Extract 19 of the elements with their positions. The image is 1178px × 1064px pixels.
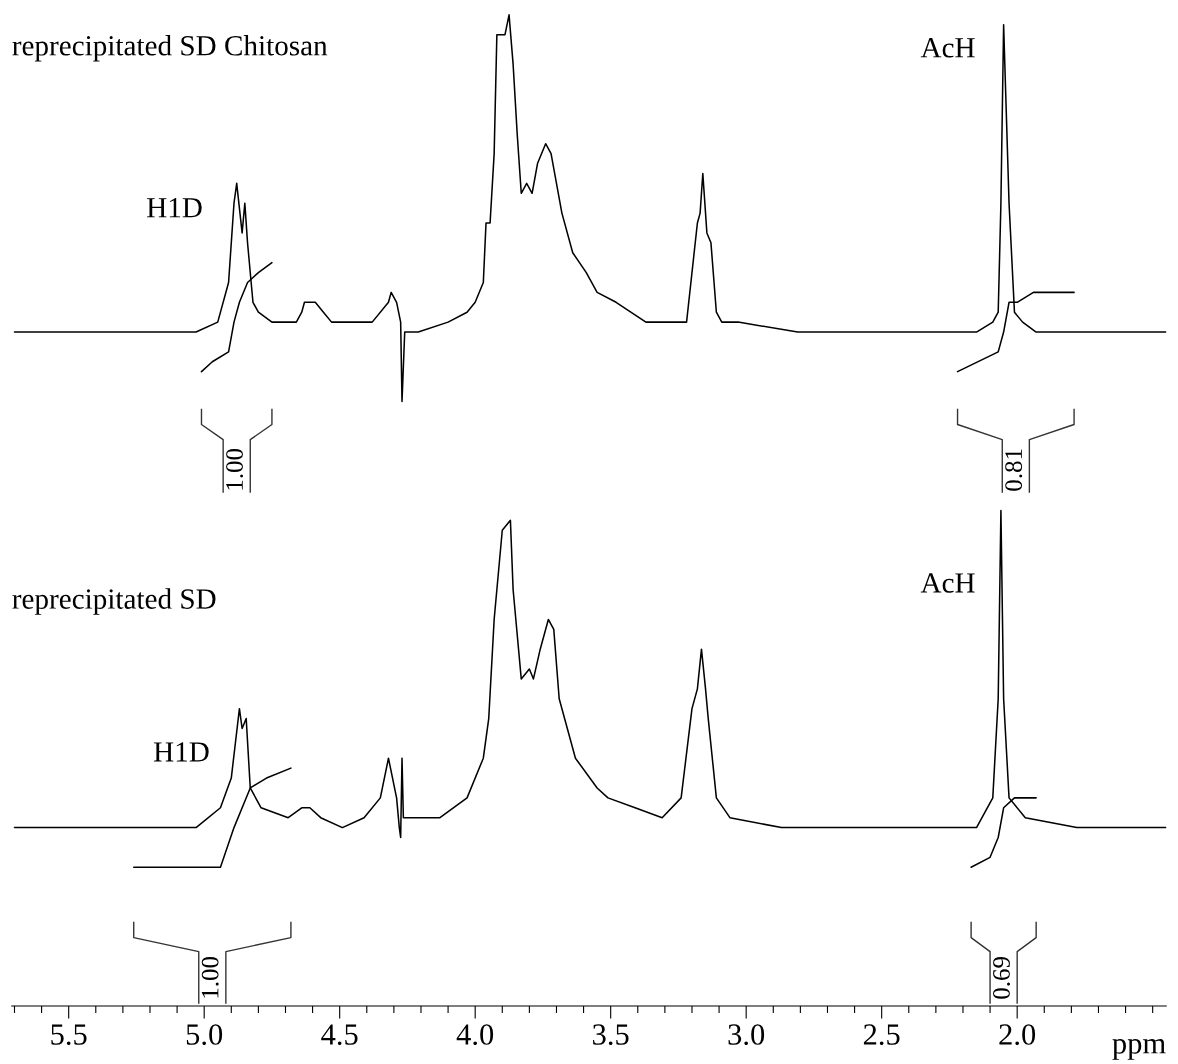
annotation: AcH: [920, 38, 975, 58]
x-tick-label: 3.5: [593, 1024, 629, 1045]
annotation: 0.69: [993, 956, 1010, 999]
x-tick-label: 2.5: [863, 1024, 900, 1045]
x-tick-label: 5.5: [51, 1024, 87, 1045]
x-tick-label: 2.0: [999, 1024, 1036, 1045]
x-tick-label: 3.0: [728, 1024, 765, 1045]
annotation: AcH: [920, 573, 975, 593]
x-tick-label: 4.0: [456, 1024, 494, 1045]
annotation: reprecipitated SD Chitosan: [12, 35, 328, 62]
annotation: 1.00: [226, 448, 244, 490]
x-axis-title: ppm: [1112, 1038, 1166, 1060]
annotation: 0.81: [1005, 449, 1023, 491]
annotation: H1D: [147, 198, 202, 218]
annotation: 1.00: [201, 956, 219, 998]
x-tick-label: 5.0: [186, 1024, 223, 1045]
annotation: H1D: [153, 742, 209, 762]
x-tick-label: 4.5: [321, 1024, 358, 1045]
annotation: reprecipitated SD: [12, 588, 216, 615]
